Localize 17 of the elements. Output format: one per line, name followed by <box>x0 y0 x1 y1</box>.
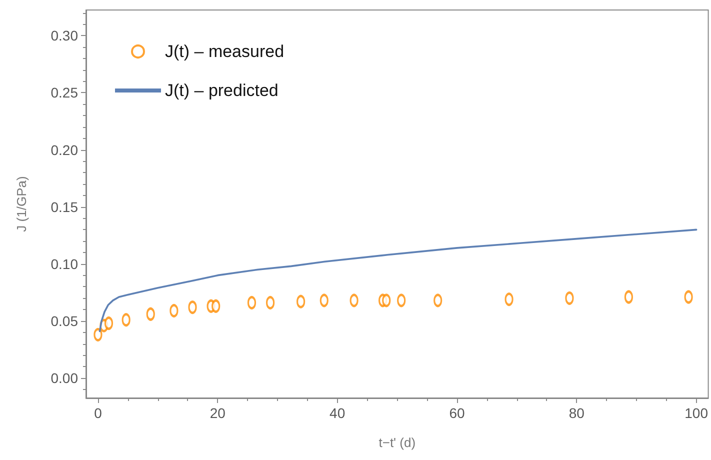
x-tick-label: 0 <box>94 405 102 421</box>
x-tick-label: 60 <box>449 405 465 421</box>
y-tick-label: 0.00 <box>50 370 78 386</box>
y-tick-label: 0.20 <box>50 142 78 158</box>
x-tick-label: 20 <box>210 405 226 421</box>
legend-label: J(t) – measured <box>165 42 284 61</box>
x-tick-label: 100 <box>684 405 708 421</box>
legend-label: J(t) – predicted <box>165 81 278 100</box>
y-tick-label: 0.25 <box>50 84 78 101</box>
x-tick-label: 80 <box>568 405 585 421</box>
y-tick-label: 0.05 <box>50 312 78 329</box>
x-axis-title: t−t' (d) <box>378 435 416 450</box>
y-tick-label: 0.30 <box>50 28 78 44</box>
y-tick-label: 0.15 <box>50 198 78 215</box>
x-tick-label: 40 <box>330 405 346 421</box>
y-axis-title: J (1/GPa) <box>14 176 29 232</box>
y-tick-label: 0.10 <box>50 256 78 272</box>
